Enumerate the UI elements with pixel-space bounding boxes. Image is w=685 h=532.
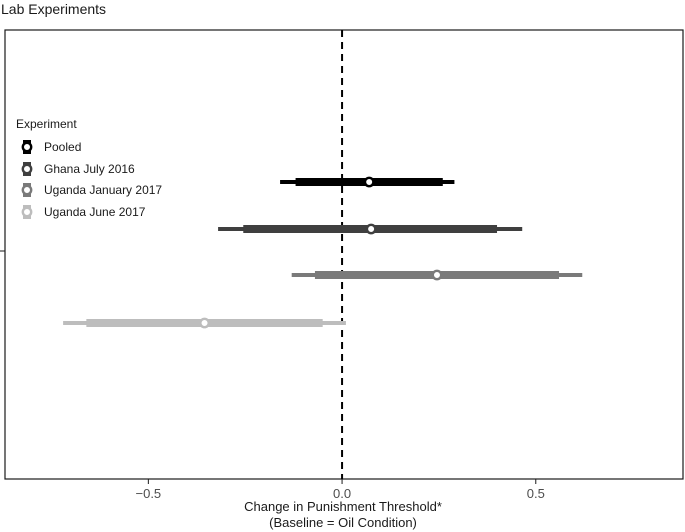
chart-title: Lab Experiments bbox=[1, 1, 106, 17]
legend-label: Uganda June 2017 bbox=[44, 205, 146, 219]
point-estimate-pooled bbox=[363, 176, 375, 188]
point-estimate-uganda-june-2017 bbox=[199, 317, 210, 329]
legend-item-uganda-january-2017: Uganda January 2017 bbox=[21, 183, 162, 197]
x-tick-label: −0.5 bbox=[136, 486, 162, 501]
x-axis-ticks: −0.5 0.0 0.5 bbox=[136, 479, 545, 501]
legend-key-point bbox=[21, 184, 33, 196]
legend-title: Experiment bbox=[16, 117, 77, 131]
legend-label: Pooled bbox=[44, 140, 81, 154]
legend-label: Uganda January 2017 bbox=[44, 183, 162, 197]
plot-panel bbox=[4, 29, 684, 480]
legend-item-uganda-june-2017: Uganda June 2017 bbox=[21, 205, 146, 219]
legend-key-point bbox=[21, 163, 33, 175]
legend-item-pooled: Pooled bbox=[21, 140, 81, 154]
legend-item-ghana-july-2016: Ghana July 2016 bbox=[21, 162, 135, 176]
legend-label: Ghana July 2016 bbox=[44, 162, 135, 176]
x-axis-label-line-1: Change in Punishment Threshold* bbox=[244, 499, 442, 514]
point-estimate-uganda-january-2017 bbox=[431, 269, 443, 281]
point-estimate-ghana-july-2016 bbox=[365, 223, 377, 235]
legend: Experiment Pooled Ghana July 2016 Uganda J… bbox=[16, 117, 162, 219]
chart-marks bbox=[63, 30, 583, 479]
x-tick-label: 0.5 bbox=[527, 486, 545, 501]
x-axis-label-line-2: (Baseline = Oil Condition) bbox=[269, 515, 417, 530]
legend-key-point bbox=[21, 141, 33, 153]
legend-key-point bbox=[21, 206, 33, 218]
x-tick-label: 0.0 bbox=[333, 486, 351, 501]
legend-items: Pooled Ghana July 2016 Uganda January 2017… bbox=[21, 140, 162, 219]
